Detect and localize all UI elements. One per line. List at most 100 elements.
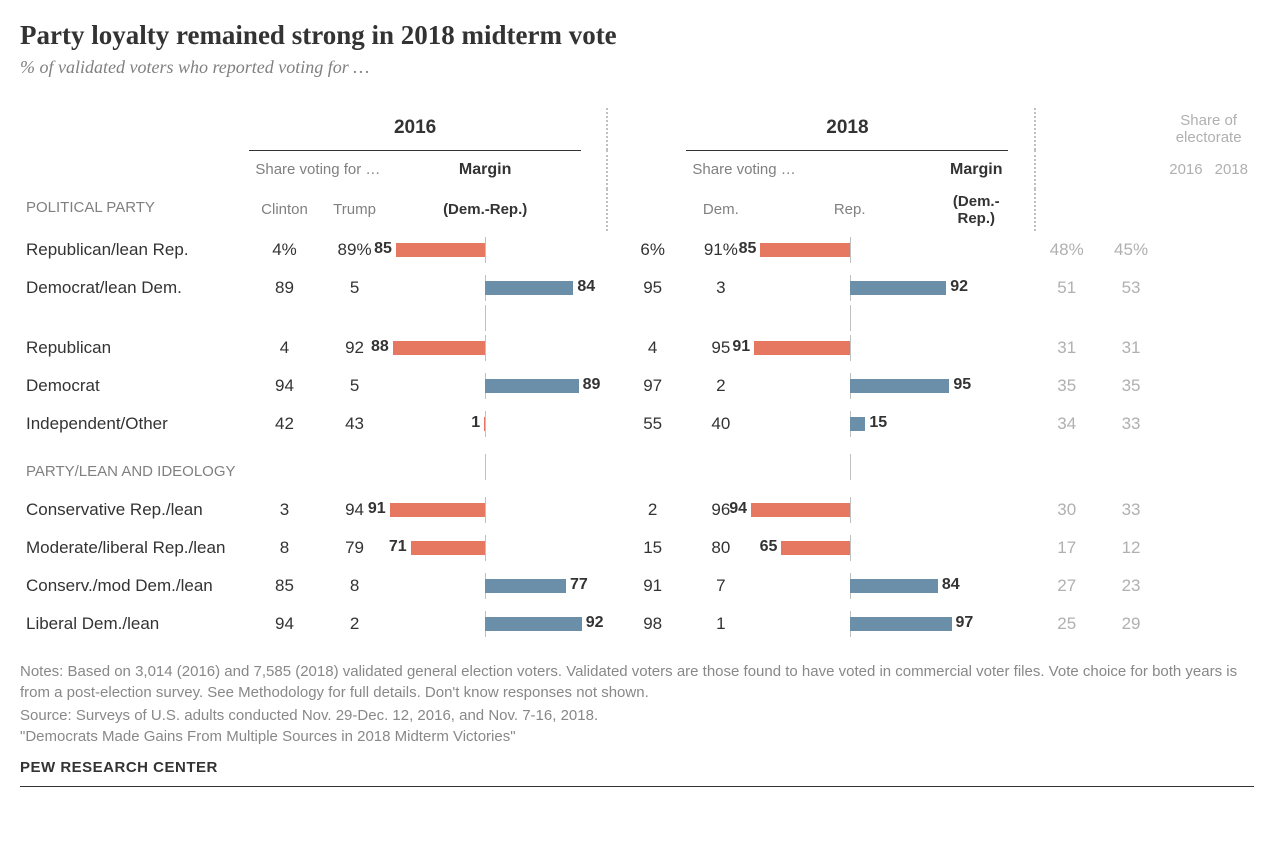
share-2018: 53 (1099, 269, 1163, 307)
year-2018-header: 2018 (686, 108, 1008, 150)
table-row: Democrat94589 97295 3535 (20, 367, 1254, 405)
margin-2016-bar: 1 (389, 405, 580, 443)
trump-value: 5 (320, 367, 390, 405)
se-2018-header: 2018 (1209, 150, 1254, 189)
clinton-value: 42 (249, 405, 319, 443)
clinton-value: 8 (249, 529, 319, 567)
chart-subtitle: % of validated voters who reported votin… (20, 57, 1254, 78)
attribution: PEW RESEARCH CENTER (20, 759, 1254, 776)
margin-2018-bar: 97 (755, 605, 944, 643)
dem-header: Dem. (686, 189, 755, 231)
dem-value: 55 (619, 405, 686, 443)
share-2016: 48% (1035, 231, 1099, 269)
data-table: 2016 2018 Share of electorate Share voti… (20, 108, 1254, 643)
clinton-value: 4% (249, 231, 319, 269)
trump-value: 43 (320, 405, 390, 443)
share-voting-2018: Share voting … (686, 150, 944, 189)
clinton-value: 94 (249, 605, 319, 643)
dem-value: 4 (619, 329, 686, 367)
margin-2016-bar: 91 (389, 491, 580, 529)
dem-value: 97 (619, 367, 686, 405)
rep-value: 80 (686, 529, 755, 567)
trump-value: 5 (320, 269, 390, 307)
rep-value: 1 (686, 605, 755, 643)
year-2016-header: 2016 (249, 108, 580, 150)
section-ideology: PARTY/LEAN AND IDEOLOGY (20, 443, 389, 491)
trump-value: 79 (320, 529, 390, 567)
row-label: Independent/Other (20, 405, 249, 443)
dem-value: 6% (619, 231, 686, 269)
dem-value: 95 (619, 269, 686, 307)
margin-2016-bar: 88 (389, 329, 580, 367)
row-label: Liberal Dem./lean (20, 605, 249, 643)
source-text: Source: Surveys of U.S. adults conducted… (20, 705, 1254, 726)
table-row: Liberal Dem./lean94292 98197 2529 (20, 605, 1254, 643)
row-label: Democrat/lean Dem. (20, 269, 249, 307)
margin-2016-bar: 85 (389, 231, 580, 269)
margin-2018-bar: 65 (755, 529, 944, 567)
share-2018: 31 (1099, 329, 1163, 367)
margin-2018-bar: 85 (755, 231, 944, 269)
row-label: Republican/lean Rep. (20, 231, 249, 269)
margin-2018-bar: 95 (755, 367, 944, 405)
table-row: Conservative Rep./lean39491296943033 (20, 491, 1254, 529)
share-2018: 45% (1099, 231, 1163, 269)
rep-value: 40 (686, 405, 755, 443)
share-voting-2016: Share voting for … (249, 150, 389, 189)
chart-title: Party loyalty remained strong in 2018 mi… (20, 20, 1254, 51)
margin-2016-header: Margin (389, 150, 580, 189)
row-label: Conserv./mod Dem./lean (20, 567, 249, 605)
share-2018: 35 (1099, 367, 1163, 405)
share-2016: 30 (1035, 491, 1099, 529)
margin-sub-2016: (Dem.-Rep.) (389, 189, 580, 231)
share-2016: 25 (1035, 605, 1099, 643)
share-2018: 33 (1099, 491, 1163, 529)
report-title: "Democrats Made Gains From Multiple Sour… (20, 728, 1254, 745)
notes-text: Notes: Based on 3,014 (2016) and 7,585 (… (20, 661, 1254, 703)
dem-value: 98 (619, 605, 686, 643)
rep-header: Rep. (755, 189, 944, 231)
trump-header: Trump (320, 189, 390, 231)
table-row: Democrat/lean Dem.89584953925153 (20, 269, 1254, 307)
clinton-value: 4 (249, 329, 319, 367)
rep-value: 3 (686, 269, 755, 307)
margin-2016-bar: 92 (389, 605, 580, 643)
share-2016: 17 (1035, 529, 1099, 567)
row-label: Democrat (20, 367, 249, 405)
row-label: Republican (20, 329, 249, 367)
se-2016-header: 2016 (1163, 150, 1208, 189)
share-2018: 33 (1099, 405, 1163, 443)
chart-container: Party loyalty remained strong in 2018 mi… (20, 20, 1254, 787)
margin-2018-bar: 94 (755, 491, 944, 529)
margin-2016-bar: 77 (389, 567, 580, 605)
margin-2016-bar: 71 (389, 529, 580, 567)
share-electorate-header: Share of electorate (1163, 108, 1254, 150)
clinton-value: 85 (249, 567, 319, 605)
margin-2018-bar: 15 (755, 405, 944, 443)
clinton-value: 3 (249, 491, 319, 529)
margin-sub-2018: (Dem.-Rep.) (944, 189, 1008, 231)
clinton-value: 89 (249, 269, 319, 307)
share-2016: 35 (1035, 367, 1099, 405)
table-row: Conserv./mod Dem./lean85877917842723 (20, 567, 1254, 605)
clinton-value: 94 (249, 367, 319, 405)
share-2016: 31 (1035, 329, 1099, 367)
share-2016: 34 (1035, 405, 1099, 443)
dem-value: 91 (619, 567, 686, 605)
trump-value: 2 (320, 605, 390, 643)
table-row: Moderate/liberal Rep./lean87971158065171… (20, 529, 1254, 567)
margin-2018-bar: 91 (755, 329, 944, 367)
rep-value: 2 (686, 367, 755, 405)
margin-2016-bar: 89 (389, 367, 580, 405)
row-label: Conservative Rep./lean (20, 491, 249, 529)
dem-value: 2 (619, 491, 686, 529)
table-row: Republican49288495913131 (20, 329, 1254, 367)
clinton-header: Clinton (249, 189, 319, 231)
share-2018: 29 (1099, 605, 1163, 643)
margin-2018-bar: 92 (755, 269, 944, 307)
share-2016: 27 (1035, 567, 1099, 605)
row-label: Moderate/liberal Rep./lean (20, 529, 249, 567)
trump-value: 8 (320, 567, 390, 605)
dem-value: 15 (619, 529, 686, 567)
share-2016: 51 (1035, 269, 1099, 307)
